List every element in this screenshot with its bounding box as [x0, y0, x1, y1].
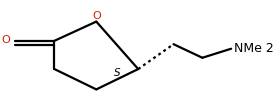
Text: O: O: [92, 11, 101, 21]
Text: S: S: [114, 67, 121, 77]
Text: O: O: [1, 35, 10, 45]
Text: NMe 2: NMe 2: [234, 42, 273, 55]
